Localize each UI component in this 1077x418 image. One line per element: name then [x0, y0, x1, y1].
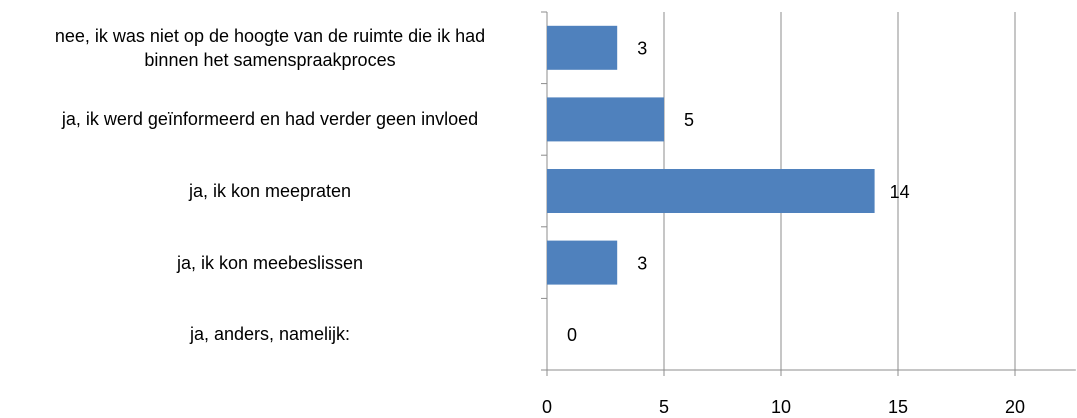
bar	[547, 169, 875, 213]
category-label: nee, ik was niet op de hoogte van de rui…	[54, 25, 486, 70]
bar	[547, 240, 618, 285]
value-label: 14	[890, 182, 910, 202]
x-tick-label: 0	[542, 397, 552, 417]
x-tick-label: 10	[771, 397, 791, 417]
x-tick-label: 5	[659, 397, 669, 417]
value-label: 3	[637, 39, 647, 59]
value-label: 3	[637, 253, 647, 273]
category-label: ja, anders, namelijk:	[189, 324, 351, 345]
bar	[547, 97, 664, 142]
value-label: 5	[684, 110, 694, 130]
category-label: ja, ik kon meebeslissen	[176, 252, 364, 273]
bar	[547, 25, 618, 70]
category-label: ja, ik werd geïnformeerd en had verder g…	[61, 109, 479, 130]
x-tick-label: 20	[1005, 397, 1025, 417]
category-label: ja, ik kon meepraten	[188, 181, 352, 201]
value-label: 0	[567, 325, 577, 345]
x-tick-label: 15	[888, 397, 908, 417]
